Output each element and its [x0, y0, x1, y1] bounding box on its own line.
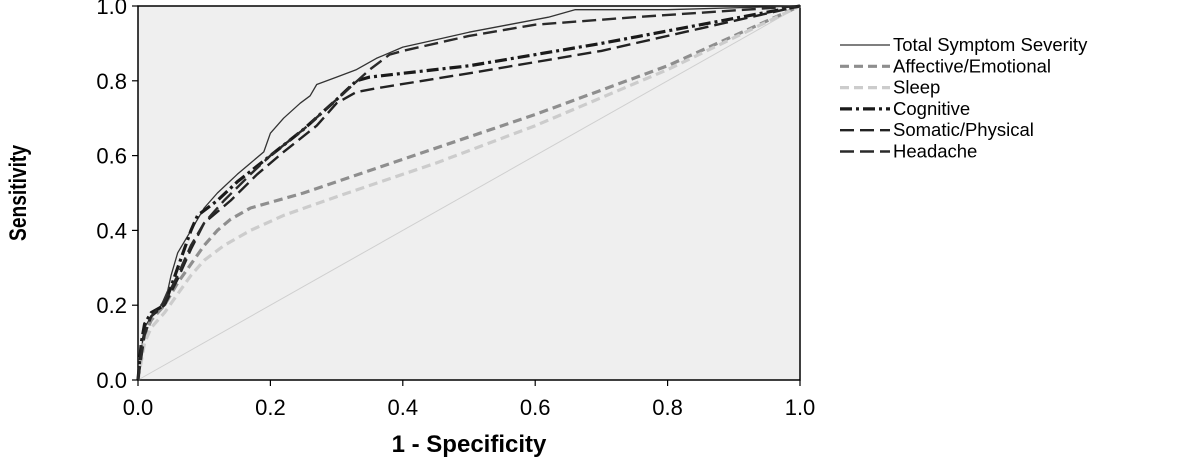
x-axis: 0.0 0.2 0.4 0.6 0.8 1.0	[123, 380, 816, 420]
x-tick-label: 1.0	[785, 395, 816, 420]
legend-label-headache: Headache	[893, 141, 977, 162]
x-tick-label: 0.8	[652, 395, 683, 420]
series-line-cognitive	[136, 4, 801, 381]
series-line-affective-emotional	[136, 4, 801, 381]
x-tick-label: 0.0	[123, 395, 154, 420]
reference-line	[137, 5, 801, 381]
x-axis-title: 1 - Specificity	[392, 431, 547, 458]
legend: Total Symptom SeverityAffective/Emotiona…	[840, 34, 1088, 162]
y-tick-label: 1.0	[96, 0, 127, 19]
reference-diagonal	[137, 5, 801, 381]
y-tick-label: 0.6	[96, 144, 127, 169]
y-tick-label: 0.0	[96, 368, 127, 393]
y-tick-label: 0.4	[96, 218, 127, 243]
legend-label-cognitive: Cognitive	[893, 98, 970, 119]
y-axis-title: Sensitivity	[4, 145, 32, 241]
series-line-headache	[136, 4, 801, 381]
legend-label-somatic-physical: Somatic/Physical	[893, 119, 1034, 140]
x-tick-label: 0.2	[255, 395, 286, 420]
series-line-total-symptom-severity	[137, 5, 801, 381]
legend-label-sleep: Sleep	[893, 77, 940, 98]
series-lines	[136, 4, 801, 381]
y-axis: 0.0 0.2 0.4 0.6 0.8 1.0	[96, 0, 138, 393]
x-tick-label: 0.6	[520, 395, 551, 420]
y-tick-label: 0.8	[96, 69, 127, 94]
y-tick-label: 0.2	[96, 293, 127, 318]
legend-label-total-symptom-severity: Total Symptom Severity	[893, 34, 1088, 55]
x-tick-label: 0.4	[388, 395, 419, 420]
series-line-sleep	[136, 4, 801, 381]
legend-label-affective-emotional: Affective/Emotional	[893, 55, 1051, 76]
